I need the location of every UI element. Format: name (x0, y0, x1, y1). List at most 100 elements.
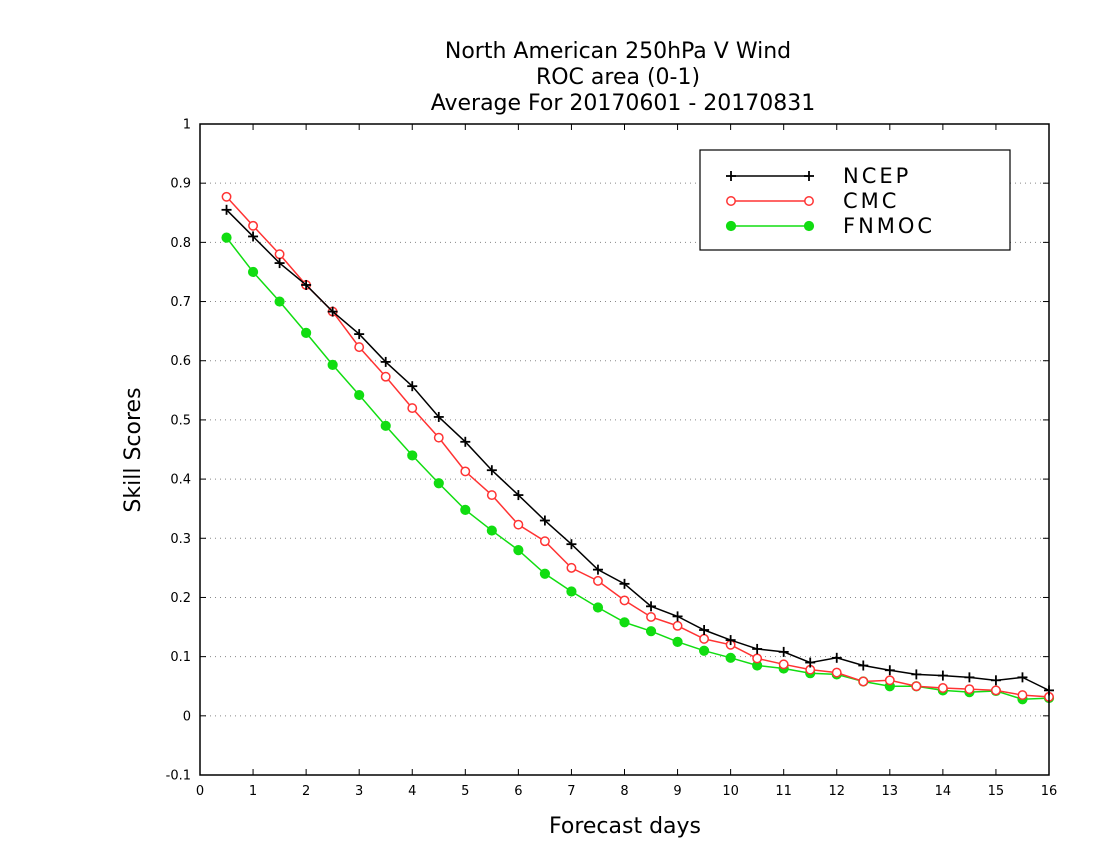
data-point-ncep (646, 601, 657, 612)
data-point-cmc (672, 620, 683, 631)
data-point-cmc (884, 675, 895, 686)
data-point-ncep (937, 670, 948, 681)
x-tick-label: 12 (828, 784, 845, 799)
data-point-fnmoc (566, 586, 577, 597)
data-point-fnmoc (327, 359, 338, 370)
data-point-cmc (831, 667, 842, 678)
data-point-fnmoc (460, 504, 471, 515)
data-point-ncep (221, 204, 232, 215)
x-tick-label: 5 (461, 784, 469, 799)
chart-title-line-1: North American 250hPa V Wind (445, 39, 791, 64)
x-tick-label: 7 (567, 784, 575, 799)
data-point-cmc (221, 191, 232, 202)
legend-marker-ncep (804, 171, 814, 181)
x-tick-label: 14 (935, 784, 952, 799)
data-point-fnmoc (592, 602, 604, 613)
chart-title-line-2: ROC area (0-1) (536, 65, 700, 90)
x-tick-label: 15 (988, 784, 1005, 799)
data-point-ncep (778, 646, 789, 657)
data-point-ncep (725, 635, 736, 646)
data-point-cmc (778, 659, 789, 670)
y-tick-label: 0.4 (170, 473, 191, 488)
series-line-fnmoc (225, 237, 1050, 701)
chart-title-line-3: Average For 20170601 - 20170831 (431, 91, 816, 116)
data-point-fnmoc (513, 545, 524, 556)
data-point-ncep (301, 279, 312, 290)
data-point-fnmoc (354, 389, 365, 401)
data-point-ncep (964, 672, 975, 683)
legend: NCEP CMC FNMOC (699, 149, 1011, 251)
x-tick-label: 0 (196, 784, 204, 799)
legend-box (699, 149, 1011, 251)
data-point-cmc (513, 519, 524, 530)
y-tick-label: -0.1 (166, 769, 191, 784)
data-point-cmc (539, 536, 550, 547)
data-point-cmc (937, 683, 948, 693)
data-point-ncep (831, 652, 842, 663)
data-point-ncep (672, 611, 683, 622)
y-tick-label: 0.1 (170, 650, 191, 665)
data-point-ncep (592, 564, 603, 575)
data-point-ncep (566, 539, 577, 550)
data-point-fnmoc (433, 478, 444, 489)
series-cmc (221, 191, 1054, 702)
data-point-fnmoc (407, 450, 418, 461)
series-fnmoc (221, 232, 1055, 705)
grid-lines (200, 182, 1049, 717)
data-point-fnmoc (274, 296, 285, 307)
data-point-cmc (433, 432, 444, 443)
x-tick-label: 8 (620, 784, 628, 799)
legend-marker-ncep (726, 171, 736, 181)
data-point-ncep (1017, 672, 1028, 683)
data-point-cmc (646, 612, 656, 622)
data-point-cmc (964, 684, 975, 695)
data-point-cmc (619, 595, 630, 606)
data-point-ncep (248, 231, 259, 242)
data-point-ncep (911, 669, 922, 680)
series-line-cmc (225, 196, 1050, 698)
data-point-fnmoc (221, 232, 232, 243)
legend-label-cmc: CMC (843, 189, 899, 213)
data-point-ncep (884, 665, 895, 676)
data-point-cmc (354, 342, 365, 353)
data-point-ncep (327, 306, 338, 317)
data-point-cmc (248, 220, 259, 231)
legend-marker-cmc (804, 196, 814, 206)
data-point-fnmoc (619, 617, 630, 628)
data-point-fnmoc (645, 626, 657, 637)
y-tick-label: 0.6 (170, 354, 191, 369)
legend-markers (725, 171, 815, 232)
y-tick-label: 0.3 (170, 532, 191, 547)
series-line-ncep (225, 209, 1050, 692)
data-point-ncep (619, 578, 630, 589)
data-point-fnmoc (301, 327, 312, 339)
x-tick-label: 16 (1041, 784, 1058, 799)
data-point-cmc (407, 403, 418, 414)
data-point-cmc (593, 575, 603, 586)
series-ncep (221, 204, 1054, 696)
y-tick-label: 0.9 (170, 177, 191, 192)
y-axis-label: Skill Scores (121, 387, 146, 512)
x-tick-label: 2 (302, 784, 310, 799)
data-point-ncep (699, 625, 710, 636)
x-tick-label: 13 (882, 784, 899, 799)
x-tick-label: 6 (514, 784, 522, 799)
data-point-cmc (486, 490, 497, 501)
legend-marker-fnmoc (803, 220, 815, 232)
data-point-cmc (752, 653, 763, 664)
data-point-cmc (990, 685, 1001, 696)
data-point-cmc (460, 466, 471, 477)
x-tick-label: 3 (355, 784, 363, 799)
plot-frame (199, 123, 1050, 776)
data-point-ncep (380, 356, 391, 367)
data-point-ncep (486, 465, 497, 476)
legend-label-ncep: NCEP (843, 164, 911, 188)
data-point-fnmoc (725, 652, 736, 663)
y-tick-label: 1 (183, 118, 191, 133)
data-point-ncep (858, 660, 869, 671)
x-tick-label: 1 (249, 784, 257, 799)
x-tick-label: 10 (722, 784, 739, 799)
y-tick-label: 0.8 (170, 236, 191, 251)
data-point-fnmoc (672, 636, 683, 647)
